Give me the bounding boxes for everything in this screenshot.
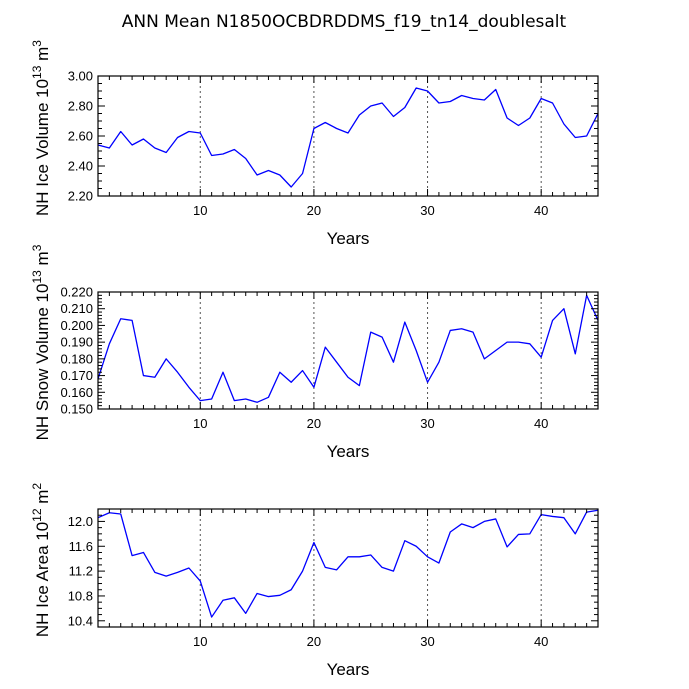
x-tick-label: 20 bbox=[307, 634, 321, 649]
panel-3: 10 20 30 40 10.4 10.8 11.2 11.6 12.0 Years NH Ice … bbox=[30, 483, 599, 679]
y-tick-label: 2.80 bbox=[68, 99, 93, 114]
y-axis-label: NH Ice Volume 1013 m3 bbox=[30, 40, 52, 216]
y-tick-label: 0.220 bbox=[60, 285, 93, 300]
x-tick-label: 20 bbox=[307, 416, 321, 431]
x-axis-label: Years bbox=[327, 442, 370, 461]
y-tick-label: 2.60 bbox=[68, 129, 93, 144]
x-tick-label: 30 bbox=[420, 634, 434, 649]
y-tick-label: 10.8 bbox=[68, 588, 93, 603]
y-tick-label: 11.2 bbox=[69, 564, 93, 579]
x-axis-label: Years bbox=[327, 229, 370, 248]
y-tick-label: 2.40 bbox=[68, 159, 93, 174]
y-tick-label: 11.6 bbox=[69, 539, 93, 554]
plot-frame bbox=[97, 291, 599, 410]
y-axis-label: NH Ice Area 1012 m2 bbox=[30, 483, 52, 638]
plot-frame bbox=[97, 508, 599, 628]
x-tick-label: 40 bbox=[534, 416, 548, 431]
x-tick-label: 30 bbox=[420, 203, 434, 218]
y-tick-label: 0.160 bbox=[60, 385, 93, 400]
x-tick-label: 40 bbox=[534, 203, 548, 218]
y-tick-label: 12.0 bbox=[68, 514, 93, 529]
x-axis-label: Years bbox=[327, 660, 370, 679]
y-tick-label: 0.170 bbox=[60, 368, 93, 383]
x-tick-label: 40 bbox=[534, 634, 548, 649]
x-tick-label: 10 bbox=[193, 634, 207, 649]
x-tick-label: 30 bbox=[420, 416, 434, 431]
chart-panels: 10 20 30 40 2.20 2.40 2.60 2.80 3.00 Years NH Ice … bbox=[30, 40, 599, 679]
y-tick-label: 0.200 bbox=[60, 318, 93, 333]
y-tick-label: 2.20 bbox=[68, 189, 93, 204]
x-tick-label: 10 bbox=[193, 416, 207, 431]
series-line bbox=[97, 87, 599, 188]
y-tick-label: 10.4 bbox=[68, 613, 93, 628]
y-tick-label: 0.210 bbox=[60, 301, 93, 316]
x-tick-label: 20 bbox=[307, 203, 321, 218]
figure-title: ANN Mean N1850OCBDRDDMS_f19_tn14_doubles… bbox=[122, 12, 567, 32]
x-tick-label: 10 bbox=[193, 203, 207, 218]
plot-frame bbox=[97, 75, 599, 197]
panel-1: 10 20 30 40 2.20 2.40 2.60 2.80 3.00 Years NH Ice … bbox=[30, 40, 599, 248]
y-tick-label: 0.150 bbox=[60, 402, 93, 417]
y-tick-label: 0.180 bbox=[60, 351, 93, 366]
y-tick-label: 0.190 bbox=[60, 335, 93, 350]
series-line bbox=[97, 294, 599, 403]
y-tick-label: 3.00 bbox=[68, 69, 93, 84]
series-line bbox=[97, 509, 599, 618]
y-axis-label: NH Snow Volume 1013 m3 bbox=[30, 244, 52, 440]
